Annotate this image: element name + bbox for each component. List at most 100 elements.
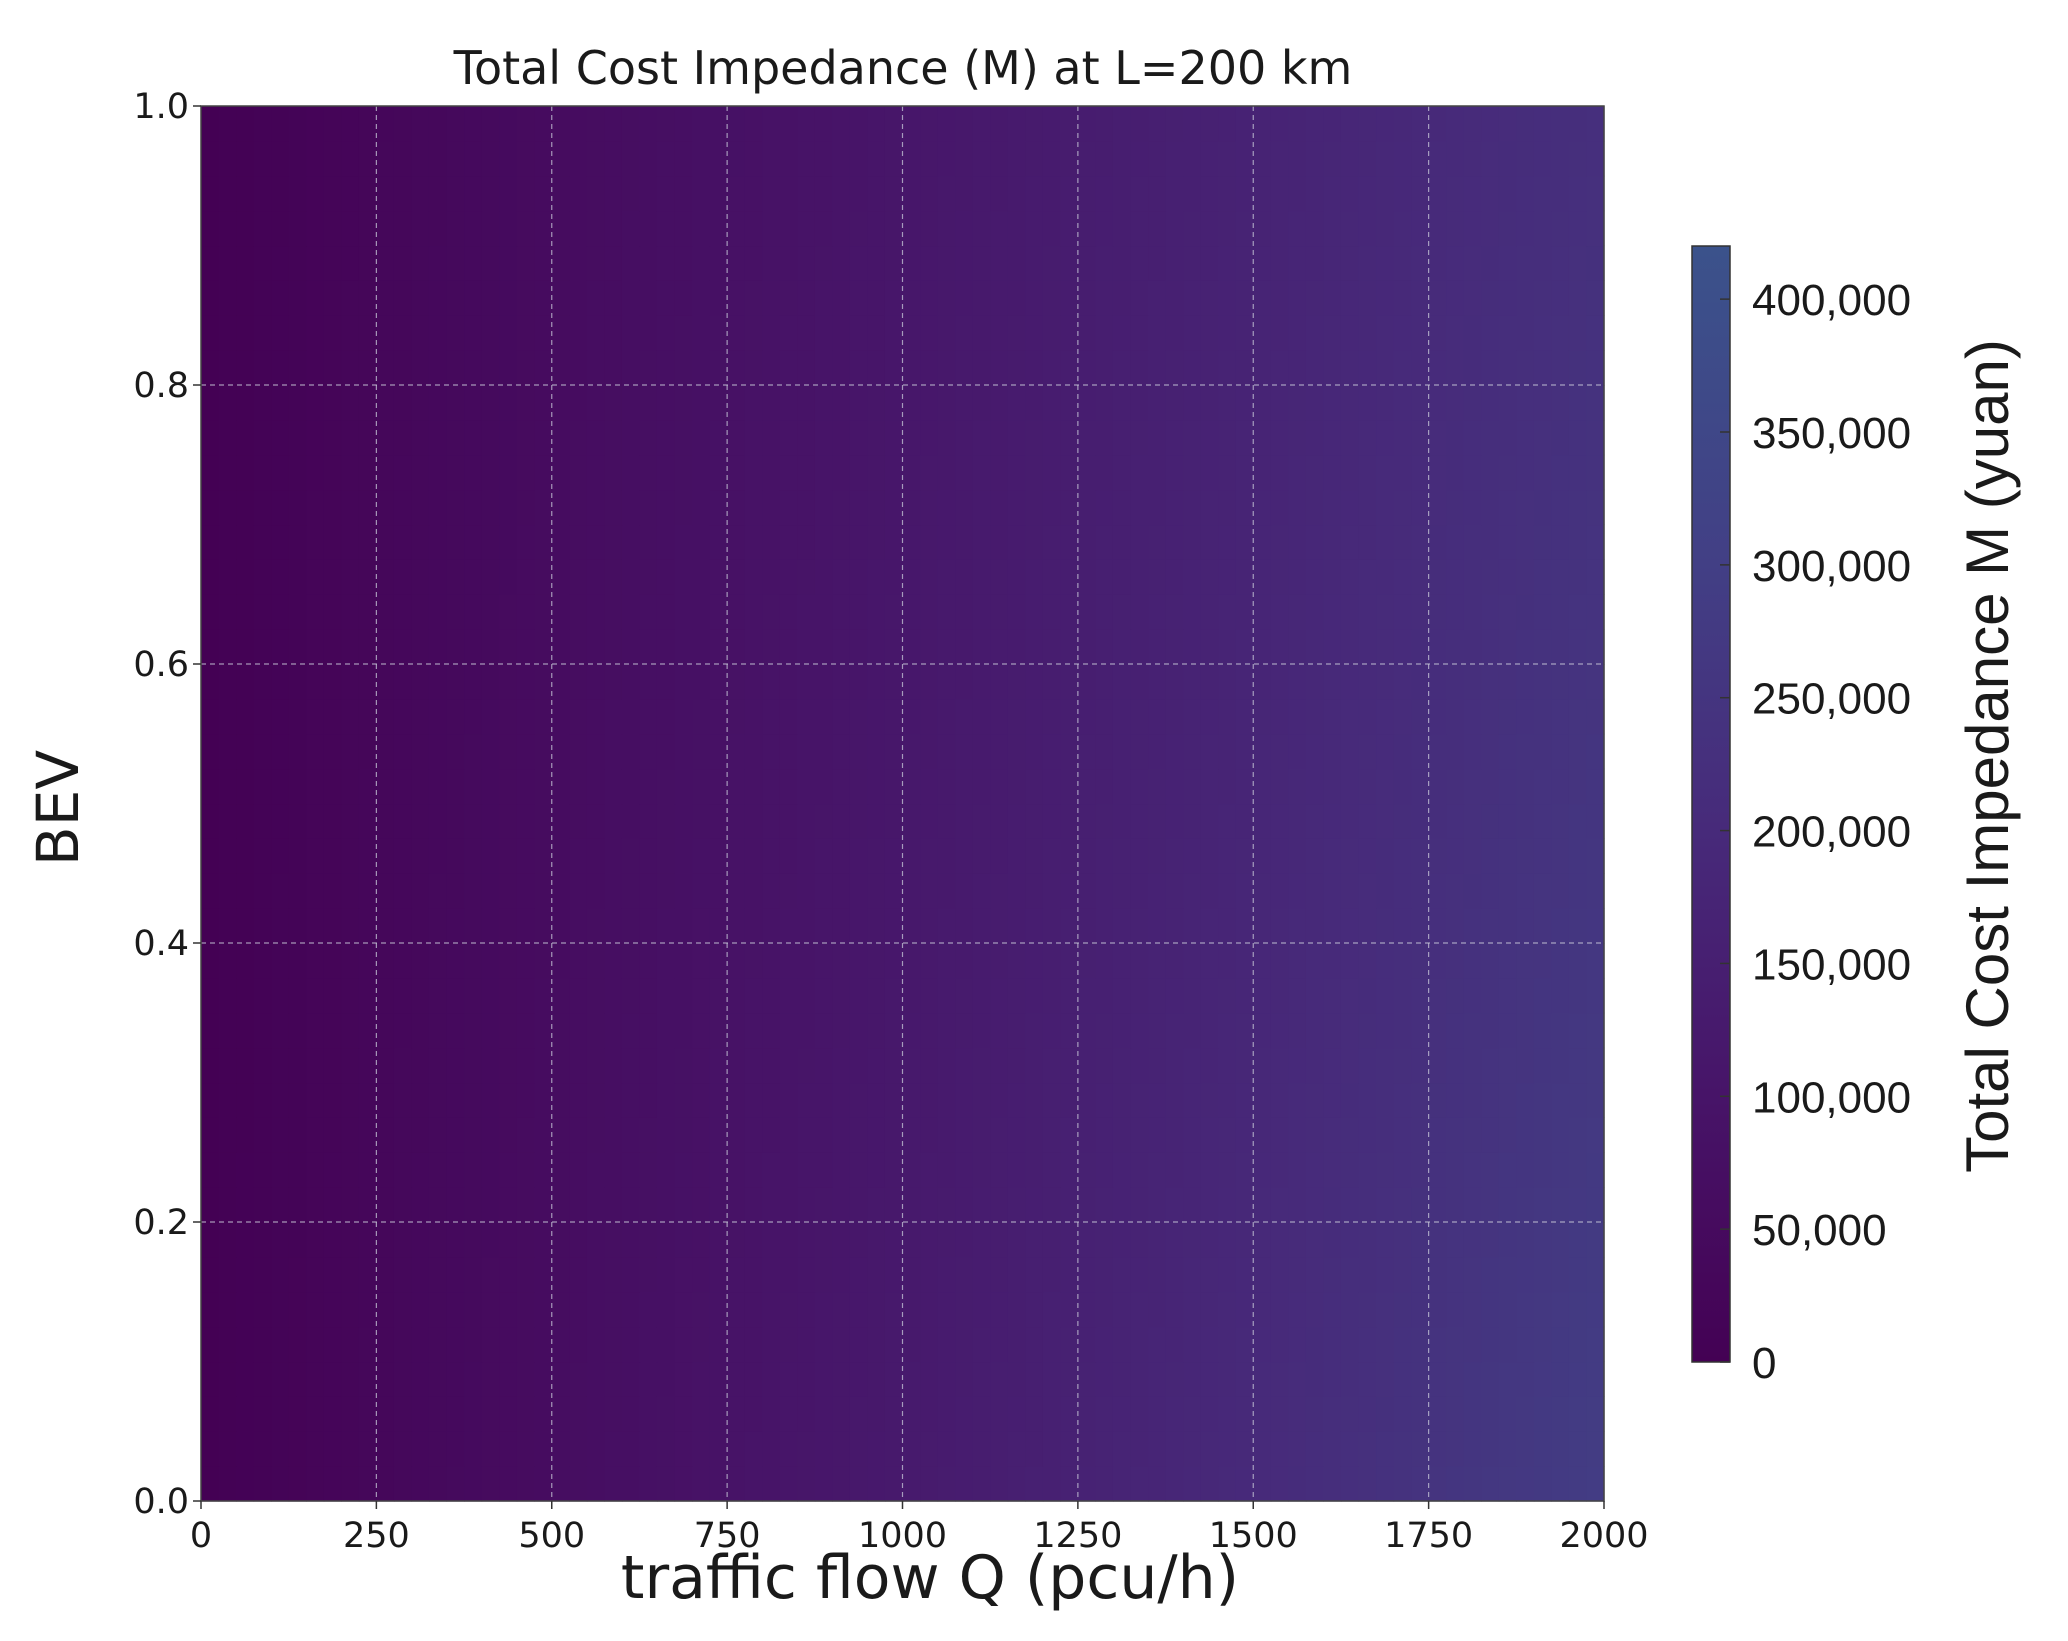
heatmap-cell [288, 559, 307, 595]
heatmap-cell [1130, 977, 1149, 1014]
heatmap-cell [499, 1117, 518, 1153]
heatmap-cell [1305, 1431, 1324, 1467]
heatmap-cell [1235, 873, 1254, 909]
heatmap-cell [1340, 943, 1360, 979]
heatmap-cell [990, 385, 1009, 421]
heatmap-cell [569, 838, 588, 874]
heatmap-cell [884, 1326, 904, 1363]
heatmap-cell [1235, 698, 1254, 735]
heatmap-cell [1393, 1152, 1412, 1188]
heatmap-cell [1253, 524, 1272, 560]
heatmap-cell [1358, 245, 1377, 281]
heatmap-cell [656, 1152, 676, 1188]
heatmap-cell [955, 629, 974, 665]
heatmap-cell [1288, 350, 1307, 386]
heatmap-cell [1568, 489, 1588, 526]
heatmap-cell [1463, 210, 1482, 247]
heatmap-cell [1060, 1047, 1079, 1084]
heatmap-cell [1411, 454, 1430, 491]
heatmap-cell [639, 1291, 658, 1328]
heatmap-cell [972, 1256, 991, 1293]
heatmap-cell [358, 210, 377, 247]
heatmap-cell [814, 106, 833, 142]
heatmap-cell [814, 1466, 833, 1502]
heatmap-cell [727, 1396, 746, 1432]
heatmap-cell [236, 210, 255, 247]
heatmap-cell [1358, 419, 1377, 456]
x-tick-label: 500 [518, 1516, 585, 1556]
heatmap-cell [832, 768, 851, 805]
heatmap-cell [674, 873, 693, 909]
heatmap-cell [1007, 454, 1026, 491]
heatmap-cell [428, 1256, 448, 1293]
heatmap-cell [236, 1431, 255, 1467]
heatmap-cell [779, 524, 798, 560]
heatmap-cell [1042, 733, 1061, 770]
heatmap-cell [1586, 629, 1605, 665]
heatmap-cell [1446, 698, 1465, 735]
heatmap-cell [1411, 1187, 1430, 1223]
heatmap-cell [1235, 1187, 1254, 1223]
heatmap-cell [884, 1396, 904, 1432]
heatmap-cell [1112, 1326, 1132, 1363]
heatmap-cell [1498, 1082, 1517, 1118]
heatmap-cell [1533, 1466, 1552, 1502]
heatmap-cell [937, 489, 956, 526]
heatmap-cell [271, 140, 290, 177]
heatmap-cell [1288, 175, 1307, 212]
heatmap-cell [1516, 1256, 1535, 1293]
heatmap-cell [1060, 838, 1079, 874]
heatmap-cell [358, 873, 377, 909]
heatmap-cell [1007, 664, 1026, 700]
heatmap-cell [323, 140, 342, 177]
heatmap-cell [288, 1326, 307, 1363]
heatmap-cell [1095, 1222, 1114, 1258]
heatmap-cell [1270, 1082, 1289, 1118]
heatmap-cell [797, 803, 816, 839]
heatmap-cell [762, 698, 781, 735]
heatmap-cell [446, 1117, 465, 1153]
heatmap-cell [814, 664, 833, 700]
heatmap-cell [797, 1152, 816, 1188]
heatmap-cell [1095, 1396, 1114, 1432]
heatmap-cell [446, 559, 465, 595]
heatmap-cell [236, 1396, 255, 1432]
heatmap-cell [551, 175, 570, 212]
heatmap-cell [341, 524, 360, 560]
y-axis-ticks: 0.00.20.40.60.81.0 [133, 87, 201, 1522]
heatmap-cell [1393, 664, 1412, 700]
heatmap-cell [972, 524, 991, 560]
heatmap-cell [727, 803, 746, 839]
heatmap-cell [586, 175, 605, 212]
heatmap-cell [236, 1291, 255, 1328]
heatmap-cell [1060, 454, 1079, 491]
heatmap-cell [727, 977, 746, 1014]
heatmap-cell [1481, 664, 1500, 700]
heatmap-cell [1095, 1256, 1114, 1293]
heatmap-cell [604, 873, 623, 909]
heatmap-cell [323, 454, 342, 491]
heatmap-cell [516, 315, 535, 351]
heatmap-cell [481, 524, 500, 560]
heatmap-cell [1130, 1396, 1149, 1432]
heatmap-cell [797, 873, 816, 909]
heatmap-cell [341, 1012, 360, 1049]
heatmap-cell [1077, 385, 1097, 421]
heatmap-cell [1463, 1082, 1482, 1118]
heatmap-cell [569, 977, 588, 1014]
heatmap-cell [1060, 733, 1079, 770]
heatmap-cell [1376, 1117, 1395, 1153]
heatmap-cell [849, 1187, 869, 1223]
heatmap-cell [1376, 315, 1395, 351]
heatmap-cell [849, 1326, 869, 1363]
heatmap-cell [1077, 1326, 1097, 1363]
heatmap-cell [1007, 698, 1026, 735]
heatmap-cell [1586, 977, 1605, 1014]
heatmap-cell [1200, 1361, 1219, 1397]
heatmap-cell [1551, 385, 1570, 421]
heatmap-cell [744, 106, 763, 142]
heatmap-cell [464, 1187, 483, 1223]
heatmap-cell [884, 664, 904, 700]
heatmap-cell [551, 1396, 570, 1432]
heatmap-cell [306, 385, 325, 421]
